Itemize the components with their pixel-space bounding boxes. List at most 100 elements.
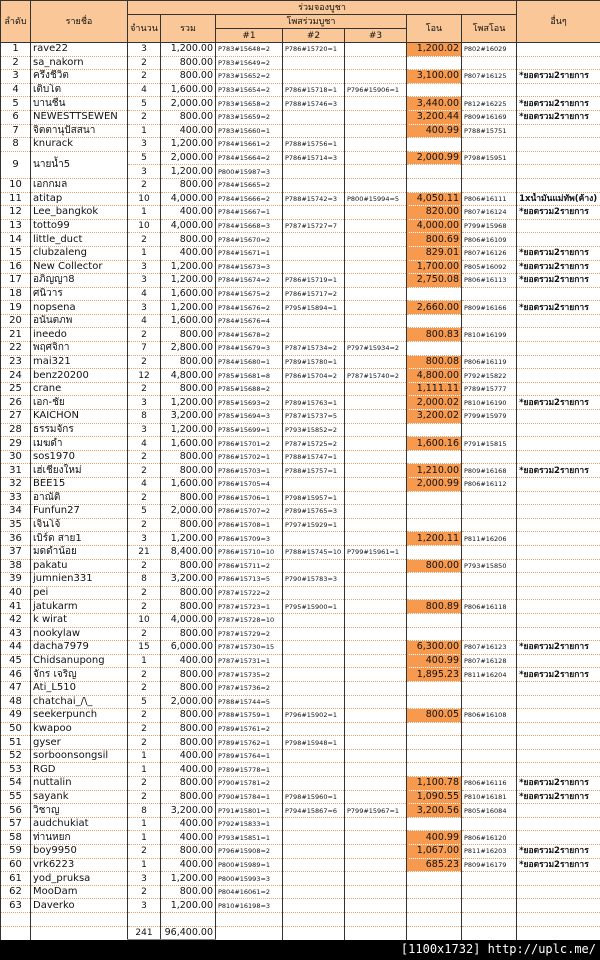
row-number: 3 (0, 69, 31, 84)
total-cell: 800.00 (160, 708, 216, 723)
other-cell (516, 355, 600, 370)
row-name: totto99 (30, 219, 128, 234)
table-row: 34 Funfun27 5 2,000.00 P786#15707=2 P789#1576… (0, 504, 600, 519)
total-cell: 800.00 (160, 450, 216, 465)
other-cell (516, 124, 600, 139)
total-cell: 1,200.00 (160, 164, 216, 179)
row-name: จิตตานุปัสสนา (30, 124, 128, 139)
row-number: 24 (0, 368, 31, 383)
post1-cell: P790#15784=1 (215, 790, 283, 805)
post2-cell (282, 531, 345, 546)
transfer-cell: 1,700.00 (406, 260, 462, 275)
transfer-post-cell: P806#16108 (460, 708, 518, 723)
qty-cell: 2 (127, 232, 161, 247)
post2-cell (282, 681, 345, 696)
other-cell (516, 898, 600, 913)
post1-cell: P783#15648=2 (215, 42, 283, 57)
transfer-post-cell (460, 695, 518, 710)
table-row: 25 crane 2 800.00 P785#15688=2 1,111.11 P789#1… (0, 382, 600, 397)
total-cell: 2,800.00 (160, 341, 216, 356)
post2-cell (282, 260, 345, 275)
other-cell: *ยอดรวม2รายการ (516, 110, 600, 125)
post1-cell: P789#15764=1 (215, 749, 283, 764)
post1-cell: P787#15729=2 (215, 627, 283, 642)
table-row: 26 เอก-ชัย 3 1,200.00 P785#15693=2 P789#15763… (0, 395, 600, 411)
post2-cell (282, 858, 345, 873)
total-cell: 800.00 (160, 559, 216, 574)
row-name: sorboonsongsil (30, 749, 128, 764)
other-cell: *ยอดรวม2รายการ (516, 69, 600, 84)
row-name: Ati_L510 (30, 681, 128, 696)
total-cell: 3,200.00 (160, 572, 216, 587)
other-cell: 1xน้ำมันแม่ทัพ(ค้าง) (516, 192, 600, 207)
total-cell: 3,200.00 (160, 409, 216, 424)
transfer-cell (406, 450, 462, 465)
table-row: 51 gyser 2 800.00 P789#15762=1 P798#15948=1 (0, 735, 600, 750)
post3-cell (344, 409, 407, 424)
transfer-post-cell (460, 314, 518, 329)
table-row: 61 yod_pruksa 3 1,200.00 P800#15993=3 (0, 871, 600, 886)
transfer-post-cell: P811#16204 (460, 667, 518, 682)
post1-cell: P784#15680=1 (215, 355, 283, 370)
transfer-post-cell (460, 287, 518, 302)
qty-cell: 1 (127, 762, 161, 778)
post1-cell: P784#15666=2 (215, 192, 283, 207)
other-cell (516, 518, 600, 533)
row-number: 59 (0, 844, 31, 859)
qty-cell: 4 (127, 83, 161, 98)
row-number: 5 (0, 96, 31, 111)
other-cell (516, 409, 600, 424)
transfer-cell: 800.00 (406, 559, 462, 574)
post2-cell: P786#15718=1 (282, 83, 345, 98)
qty-cell: 10 (127, 613, 161, 628)
row-number: 25 (0, 382, 31, 397)
post3-cell (344, 640, 407, 655)
row-number: 10 (0, 178, 31, 193)
qty-cell: 15 (127, 640, 161, 655)
post3-cell (344, 42, 407, 57)
qty-cell: 3 (127, 273, 161, 288)
post1-cell: P800#15989=1 (215, 858, 283, 873)
transfer-post-cell: P802#16029 (460, 42, 518, 57)
transfer-post-cell: P810#16181 (460, 790, 518, 805)
total-cell: 800.00 (160, 382, 216, 397)
post3-cell: P799#15967=1 (344, 803, 407, 818)
transfer-cell: 2,000.99 (406, 477, 462, 492)
transfer-post-cell (460, 83, 518, 98)
total-cell: 800.00 (160, 586, 216, 601)
qty-cell: 5 (127, 151, 161, 166)
row-number: 17 (0, 273, 31, 288)
total-cell: 800.00 (160, 776, 216, 791)
row-name: rave22 (30, 42, 128, 57)
post3-cell (344, 817, 407, 832)
row-name: KAICHON (30, 409, 128, 424)
row-name: เติบโต (30, 83, 128, 98)
row-name: nookylaw (30, 627, 128, 642)
row-name: NEWESTTSEWEN (30, 110, 128, 125)
post3-cell (344, 790, 407, 805)
empty-cell (160, 912, 216, 927)
post3-cell (344, 151, 407, 166)
other-cell (516, 627, 600, 642)
other-cell: *ยอดรวม2รายการ (516, 273, 600, 288)
post2-cell (282, 314, 345, 329)
transfer-post-cell: P806#16118 (460, 599, 518, 614)
transfer-cell (406, 817, 462, 832)
transfer-cell (406, 885, 462, 900)
post2-cell: P789#15765=3 (282, 504, 345, 519)
header-qty: จำนวน (127, 14, 161, 43)
qty-cell: 4 (127, 436, 161, 451)
post1-cell: P786#15701=2 (215, 436, 283, 451)
row-number: 36 (0, 531, 31, 546)
total-cell: 1,200.00 (160, 423, 216, 438)
empty-cell (344, 926, 407, 941)
post1-cell: P786#15710=10 (215, 545, 283, 560)
post2-cell: P787#15737=5 (282, 409, 345, 424)
post2-cell: P788#15756=1 (282, 137, 345, 152)
table-row: 62 MooDam 2 800.00 P804#16061=2 (0, 885, 600, 900)
post2-cell (282, 871, 345, 886)
empty-row (0, 912, 600, 927)
qty-cell: 10 (127, 192, 161, 207)
table-row: 14 little_duct 2 800.00 P784#15670=2 800.69 P8… (0, 232, 600, 247)
